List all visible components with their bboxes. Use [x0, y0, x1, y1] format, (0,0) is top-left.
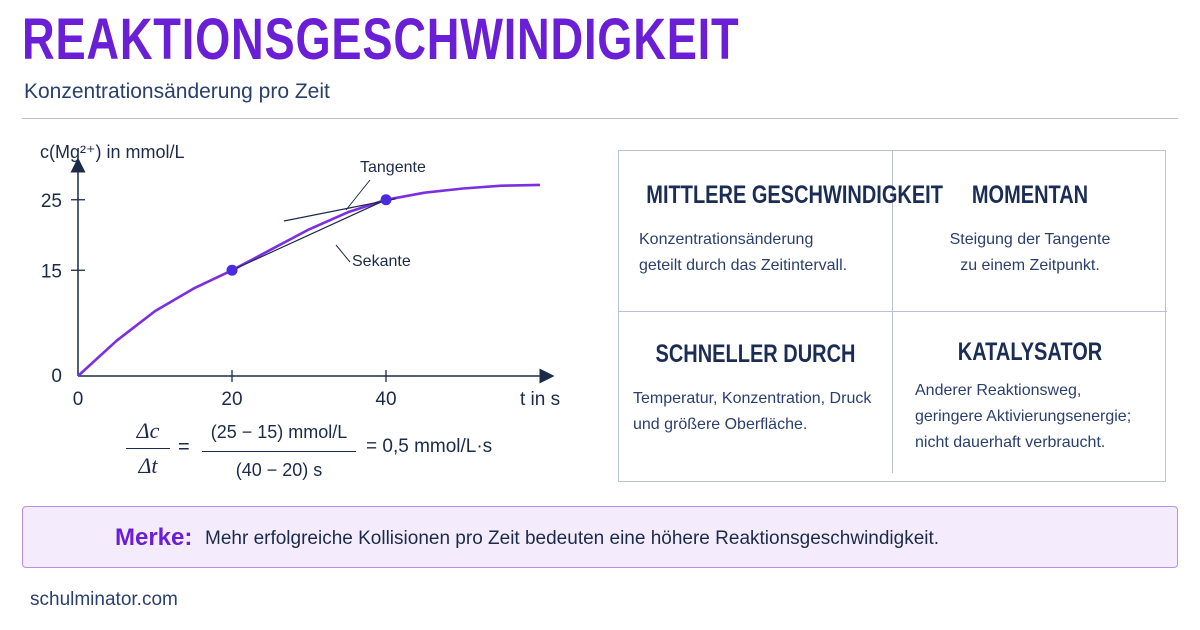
page-title: REAKTIONSGESCHWINDIGKEIT — [22, 7, 740, 72]
x-tick-label: 0 — [73, 389, 84, 410]
cell-text: Konzentrationsänderung geteilt durch das… — [639, 227, 847, 279]
cell-text: Temperatur, Konzentration, Druck und grö… — [633, 386, 871, 438]
secant-line — [231, 199, 387, 271]
formula-rhs-denominator: (40 − 20) s — [235, 460, 323, 480]
cell-line: Steigung der Tangente — [949, 231, 1111, 248]
data-point — [226, 264, 238, 276]
cell-title: SCHNELLER DURCH — [655, 340, 856, 368]
formula-delta-c: Δc — [136, 418, 160, 443]
formula-result: = 0,5 mmol/L·s — [366, 436, 493, 457]
formula-delta-t: Δt — [138, 453, 158, 478]
tangent-line — [283, 198, 397, 222]
cell-title: MOMENTAN — [971, 181, 1089, 209]
formula-rhs-fraction: (25 − 15) mmol/L (40 − 20) s — [202, 422, 356, 481]
info-cell-mittlere: MITTLERE GESCHWINDIGKEIT Konzentrationsä… — [619, 151, 943, 312]
cell-line: und größere Oberfläche. — [633, 416, 808, 433]
data-point — [380, 194, 392, 206]
reaction-rate-chart: 0 20 40 0 15 25 c(Mg²⁺) in mmol/L t in s Tangen… — [40, 142, 560, 410]
concentration-curve — [77, 183, 541, 377]
cell-line: nicht dauerhaft verbraucht. — [915, 434, 1106, 451]
merke-label: Merke: — [115, 524, 193, 551]
rate-formula: Δc Δt = (25 − 15) mmol/L (40 − 20) s = 0… — [120, 418, 540, 488]
footer-site-name: schulminator.com — [30, 589, 178, 610]
tangent-label: Tangente — [360, 159, 426, 176]
merke-text: Mehr erfolgreiche Kollisionen pro Zeit b… — [205, 528, 940, 549]
y-tick-label: 0 — [51, 366, 62, 387]
cell-text: Anderer Reaktionsweg, geringere Aktivier… — [915, 378, 1131, 456]
page-subtitle: Konzentrationsänderung pro Zeit — [24, 80, 330, 103]
y-axis-label: c(Mg²⁺) in mmol/L — [40, 142, 185, 162]
cell-line: Temperatur, Konzentration, Druck — [633, 390, 872, 407]
tangent-leader — [345, 179, 371, 211]
cell-title: KATALYSATOR — [957, 338, 1103, 366]
formula-lhs-bar — [126, 448, 170, 449]
info-cell-momentan: MOMENTAN Steigung der Tangente zu einem … — [893, 151, 1167, 312]
header-divider — [22, 118, 1178, 119]
formula-equals: = — [178, 436, 190, 458]
x-tick-label: 40 — [375, 389, 396, 410]
cell-line: geringere Aktivierungsenergie; — [915, 408, 1132, 425]
cell-line: Anderer Reaktionsweg, — [915, 382, 1082, 399]
secant-label: Sekante — [352, 253, 411, 270]
info-cell-katalysator: KATALYSATOR Anderer Reaktionsweg, gering… — [893, 312, 1167, 473]
cell-line: zu einem Zeitpunkt. — [960, 257, 1100, 274]
x-tick-label: 20 — [221, 389, 242, 410]
info-cell-schneller: SCHNELLER DURCH Temperatur, Konzentratio… — [619, 312, 893, 473]
info-grid: MITTLERE GESCHWINDIGKEIT Konzentrationsä… — [618, 150, 1167, 482]
y-tick-label: 25 — [41, 191, 62, 212]
merke-box: Merke: Mehr erfolgreiche Kollisionen pro… — [22, 506, 1178, 568]
formula-rhs-bar — [202, 451, 356, 452]
y-tick-label: 15 — [41, 261, 62, 282]
formula-lhs-fraction: Δc Δt — [126, 418, 170, 479]
secant-leader — [335, 244, 351, 263]
cell-text: Steigung der Tangente zu einem Zeitpunkt… — [893, 227, 1167, 279]
cell-title: MITTLERE GESCHWINDIGKEIT — [646, 181, 943, 209]
cell-line: geteilt durch das Zeitintervall. — [639, 257, 848, 274]
cell-line: Konzentrationsänderung — [639, 231, 814, 248]
formula-rhs-numerator: (25 − 15) mmol/L — [210, 422, 348, 442]
x-axis-label: t in s — [520, 389, 560, 410]
